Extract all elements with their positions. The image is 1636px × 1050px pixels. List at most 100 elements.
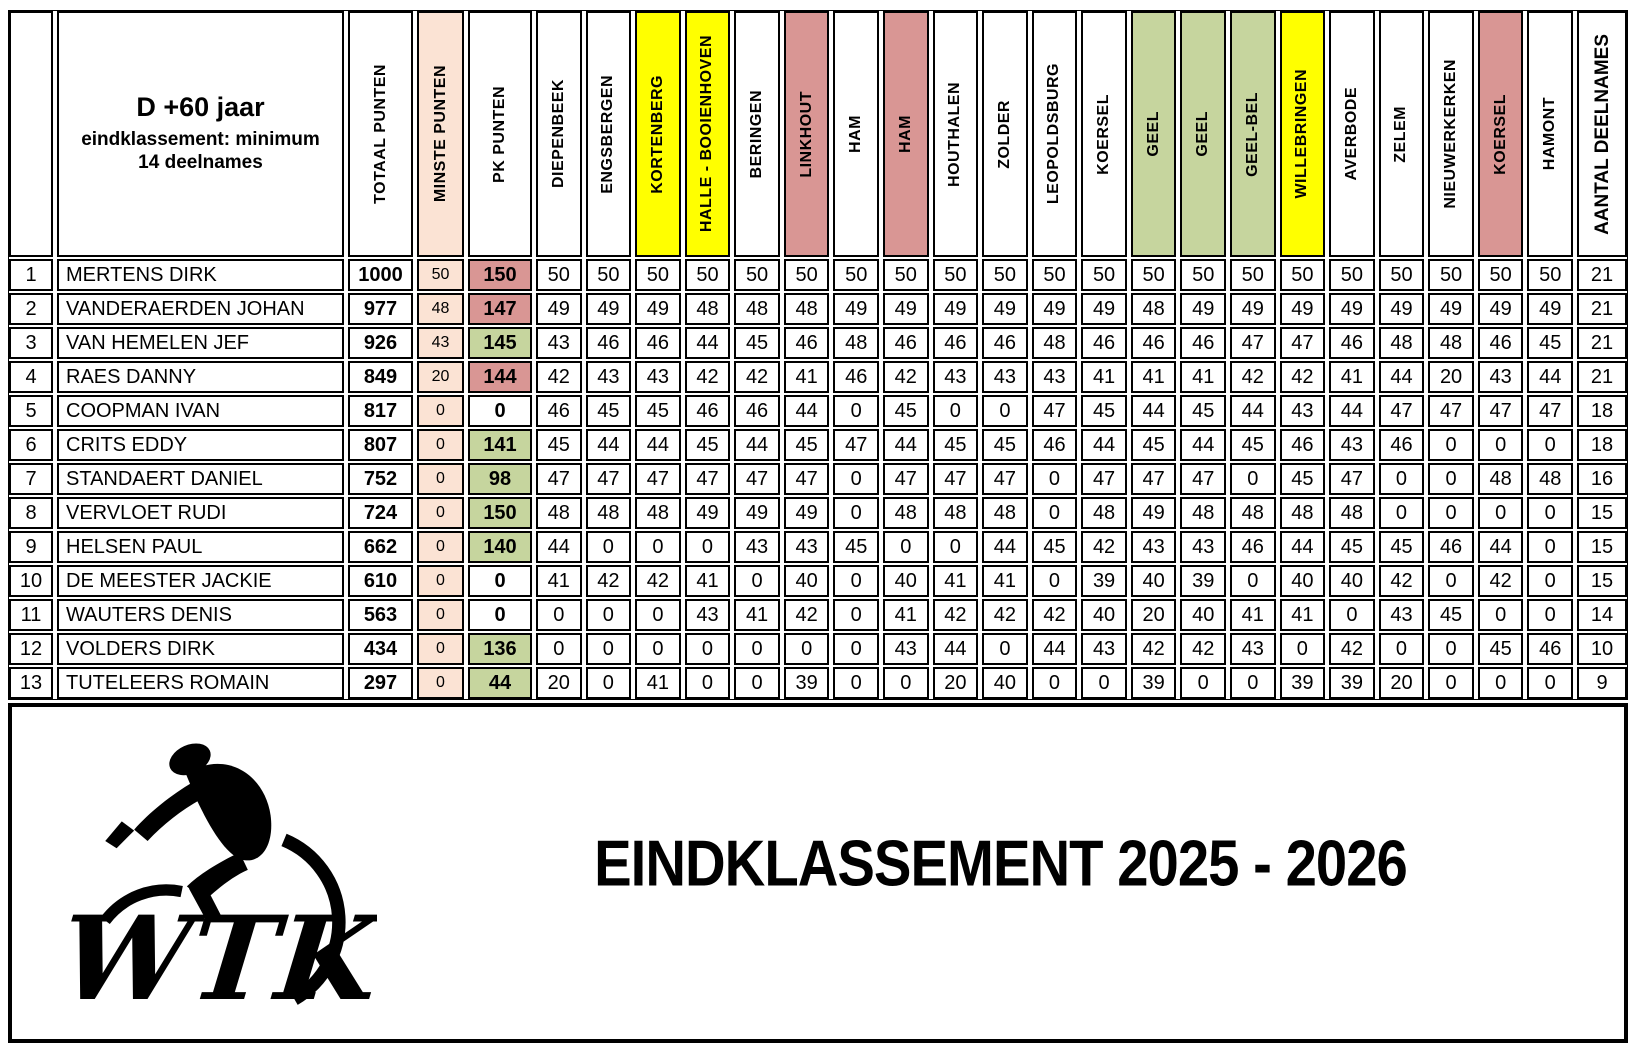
category-subtitle: eindklassement: minimum 14 deelnames	[81, 128, 320, 173]
score-cell: 46	[1329, 327, 1375, 359]
participations-cell: 15	[1577, 531, 1627, 563]
rotated-header-label: HAMONT	[1541, 97, 1559, 171]
score-cell: 41	[982, 565, 1028, 597]
participations-cell: 21	[1577, 293, 1627, 325]
score-cell: 46	[1031, 429, 1078, 461]
score-cell: 50	[1130, 259, 1177, 291]
score-cell: 43	[635, 361, 681, 393]
rider-name-cell: WAUTERS DENIS	[57, 599, 344, 631]
score-cell: 0	[635, 599, 681, 631]
score-cell: 50	[1527, 259, 1573, 291]
score-cell: 0	[833, 667, 879, 699]
pk-points-cell: 144	[468, 361, 532, 393]
score-cell: 49	[1081, 293, 1127, 325]
total-points-cell: 724	[348, 497, 413, 529]
score-cell: 41	[536, 565, 582, 597]
score-cell: 49	[1180, 293, 1226, 325]
score-cell: 20	[536, 667, 582, 699]
race-column-header: ZELEM	[1378, 11, 1425, 257]
pk-points-cell: 0	[468, 565, 532, 597]
score-cell: 46	[883, 327, 929, 359]
score-cell: 45	[1031, 531, 1078, 563]
min-points-cell: 0	[417, 497, 464, 529]
score-cell: 46	[635, 327, 681, 359]
score-cell: 45	[982, 429, 1028, 461]
score-cell: 47	[1180, 463, 1226, 495]
score-cell: 45	[833, 531, 879, 563]
total-points-cell: 563	[348, 599, 413, 631]
race-column-header: KOERSEL	[1477, 11, 1524, 257]
score-cell: 0	[1230, 667, 1276, 699]
rotated-header-label: AANTAL DEELNAMES	[1591, 33, 1613, 235]
score-cell: 49	[585, 293, 632, 325]
score-cell: 0	[1378, 497, 1425, 529]
score-cell: 49	[635, 293, 681, 325]
total-points-cell: 752	[348, 463, 413, 495]
pk-points-cell: 98	[468, 463, 532, 495]
score-cell: 45	[1378, 531, 1425, 563]
score-cell: 0	[932, 395, 979, 427]
score-cell: 46	[585, 327, 632, 359]
score-cell: 0	[1230, 463, 1276, 495]
score-cell: 42	[684, 361, 731, 393]
category-title: D +60 jaar	[136, 91, 265, 122]
score-cell: 41	[635, 667, 681, 699]
score-cell: 47	[833, 429, 879, 461]
score-cell: 48	[585, 497, 632, 529]
pk-points-cell: 140	[468, 531, 532, 563]
score-cell: 0	[1180, 667, 1226, 699]
rotated-header-label: HOUTHALEN	[946, 81, 964, 187]
score-cell: 0	[1378, 633, 1425, 665]
min-points-cell: 0	[417, 599, 464, 631]
score-cell: 20	[932, 667, 979, 699]
race-column-header: ENGSBERGEN	[585, 11, 632, 257]
score-cell: 43	[783, 531, 830, 563]
rank-cell: 6	[9, 429, 53, 461]
score-cell: 50	[684, 259, 731, 291]
score-cell: 48	[635, 497, 681, 529]
score-cell: 47	[684, 463, 731, 495]
score-cell: 45	[1180, 395, 1226, 427]
score-cell: 0	[883, 667, 929, 699]
rank-cell: 11	[9, 599, 53, 631]
score-cell: 0	[1081, 667, 1127, 699]
score-cell: 0	[1428, 463, 1474, 495]
score-cell: 0	[833, 395, 879, 427]
score-cell: 45	[1130, 429, 1177, 461]
score-cell: 0	[1428, 429, 1474, 461]
score-cell: 49	[833, 293, 879, 325]
score-cell: 47	[734, 463, 780, 495]
score-cell: 45	[684, 429, 731, 461]
score-cell: 0	[1031, 667, 1078, 699]
score-cell: 49	[536, 293, 582, 325]
race-column-header: HALLE - BOOIENHOVEN	[684, 11, 731, 257]
score-cell: 41	[734, 599, 780, 631]
rider-name-cell: DE MEESTER JACKIE	[57, 565, 344, 597]
score-cell: 0	[1428, 633, 1474, 665]
race-column-header: GEEL	[1130, 11, 1177, 257]
score-cell: 0	[1230, 565, 1276, 597]
score-cell: 42	[982, 599, 1028, 631]
score-cell: 42	[783, 599, 830, 631]
score-cell: 43	[734, 531, 780, 563]
score-cell: 0	[684, 667, 731, 699]
score-cell: 48	[932, 497, 979, 529]
score-cell: 49	[1477, 293, 1524, 325]
score-cell: 47	[783, 463, 830, 495]
min-points-cell: 48	[417, 293, 464, 325]
score-cell: 49	[1031, 293, 1078, 325]
score-cell: 0	[1279, 633, 1326, 665]
score-cell: 45	[1329, 531, 1375, 563]
score-cell: 44	[1130, 395, 1177, 427]
score-cell: 0	[932, 531, 979, 563]
race-column-header: HAMONT	[1527, 11, 1573, 257]
score-cell: 43	[1031, 361, 1078, 393]
total-points-cell: 926	[348, 327, 413, 359]
score-cell: 44	[1477, 531, 1524, 563]
score-cell: 48	[833, 327, 879, 359]
score-cell: 45	[1230, 429, 1276, 461]
rotated-header-label: LINKHOUT	[797, 90, 815, 178]
score-cell: 50	[1477, 259, 1524, 291]
score-cell: 50	[982, 259, 1028, 291]
score-cell: 42	[1329, 633, 1375, 665]
